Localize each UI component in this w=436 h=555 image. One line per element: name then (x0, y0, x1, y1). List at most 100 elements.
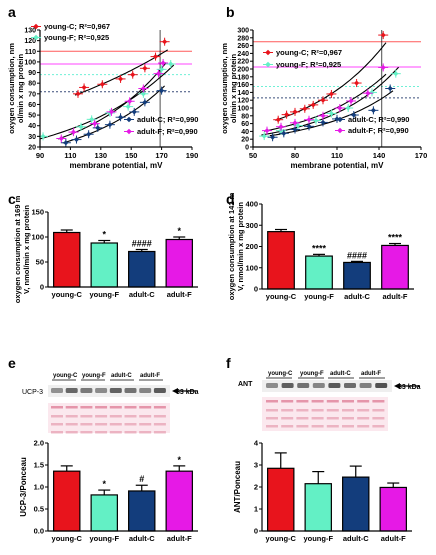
data-point (78, 124, 84, 130)
x-tick-label: 150 (125, 151, 138, 160)
data-point (152, 53, 159, 60)
y-tick-label: 70 (28, 91, 36, 98)
data-point (393, 71, 399, 77)
y-tick-label: 1.5 (34, 461, 44, 470)
panel-f-letter: f (226, 355, 231, 371)
blot-e-group-label: adult-C (111, 373, 132, 379)
ponceau-band (266, 425, 278, 428)
ponceau-band (51, 406, 63, 409)
data-point (160, 60, 166, 66)
data-point (351, 112, 357, 118)
data-point (107, 122, 113, 128)
panel-e-letter: e (8, 355, 16, 371)
blot-band (95, 388, 108, 393)
data-point (81, 84, 87, 91)
data-point (70, 129, 77, 135)
blot-f-group-label: young-F (300, 371, 324, 377)
category-label: young-F (89, 534, 119, 543)
bar-chart-e: young-C * young-F # adult-C * adult-F 0.0 0.5 1.0… (19, 439, 198, 543)
data-point (270, 134, 276, 140)
significance-mark: **** (312, 243, 327, 253)
ponceau-band (124, 415, 137, 418)
data-point (95, 125, 101, 131)
data-point (387, 85, 393, 92)
data-point (168, 61, 174, 67)
data-point (131, 109, 137, 115)
data-point (281, 130, 287, 136)
ponceau-band (296, 400, 309, 403)
legend: young-C; R²=0,967 young-F; R²=0,925 adult-… (263, 48, 409, 135)
ponceau-band (372, 400, 385, 403)
ponceau-band (153, 431, 166, 434)
data-point (159, 66, 165, 72)
legend-label: adult-F; R²=0,990 (348, 126, 409, 135)
bar (53, 231, 81, 288)
blot-band (344, 383, 356, 388)
ponceau-band (357, 425, 370, 428)
category-label: adult-F (383, 292, 408, 301)
x-tick-label: 50 (249, 151, 257, 160)
category-label: adult-C (129, 290, 155, 299)
bar (267, 231, 295, 290)
legend-marker (126, 116, 132, 123)
fit-curve (269, 90, 394, 137)
ponceau-band (51, 431, 63, 434)
legend-label: adult-F; R²=0,990 (137, 127, 198, 136)
legend-label: adult-C; R²=0,990 (137, 115, 198, 124)
ponceau-band (281, 417, 294, 420)
y-axis-label: oxygen consumption, nmol/min x mg protei… (7, 43, 25, 134)
data-point (320, 119, 326, 126)
ponceau-band (80, 423, 93, 426)
ponceau-band (109, 406, 122, 409)
blot-f-bands (266, 383, 388, 388)
y-axis-label: oxygen consumption, nmol/min x mg protei… (220, 43, 238, 134)
ponceau-band (326, 409, 339, 412)
blot-band (297, 383, 310, 388)
significance-mark: #### (132, 239, 152, 249)
ponceau-band (311, 417, 324, 420)
data-point (380, 32, 386, 38)
significance-mark: * (102, 479, 106, 489)
y-tick-label: 2 (254, 483, 258, 492)
ponceau-band (80, 406, 93, 409)
significance-mark: # (139, 474, 144, 484)
data-point (117, 76, 124, 82)
legend-marker (265, 49, 271, 56)
legend-label: adult-C; R²=0,990 (348, 115, 409, 124)
panel-c-letter: c (8, 191, 16, 207)
ponceau-band (326, 417, 339, 420)
bar (304, 483, 332, 532)
bar (165, 470, 193, 532)
legend-label: young-F; R²=0,925 (44, 33, 109, 42)
y-tick-label: 4 (254, 439, 259, 448)
data-point (306, 117, 312, 123)
data-point (292, 109, 298, 115)
data-point (302, 106, 308, 112)
ponceau-band (372, 409, 385, 412)
ponceau-band (65, 406, 78, 409)
blot-band (359, 383, 372, 388)
ponceau-band (139, 423, 152, 426)
y-tick-label: 200 (237, 67, 249, 74)
ponceau-band (80, 415, 93, 418)
blot-f-protein-label: ANT (238, 381, 253, 388)
data-point (328, 110, 334, 117)
fit-curve (74, 49, 168, 96)
y-tick-label: 160 (237, 82, 249, 89)
blot-f-group-label: adult-F (361, 371, 381, 377)
ponceau-band (95, 431, 108, 434)
ponceau-band (281, 409, 294, 412)
data-point (140, 85, 146, 92)
y-tick-label: 300 (237, 28, 249, 35)
significance-mark: **** (388, 233, 403, 243)
y-tick-label: 40 (28, 123, 36, 130)
bar-chart-d: young-C **** young-F #### adult-C **** adult-F… (227, 192, 414, 301)
ponceau-band (311, 400, 324, 403)
significance-mark: #### (347, 250, 367, 260)
data-point (337, 105, 343, 111)
ponceau-band (342, 409, 354, 412)
data-point (320, 113, 326, 119)
bar (381, 244, 409, 290)
data-point (275, 117, 281, 123)
